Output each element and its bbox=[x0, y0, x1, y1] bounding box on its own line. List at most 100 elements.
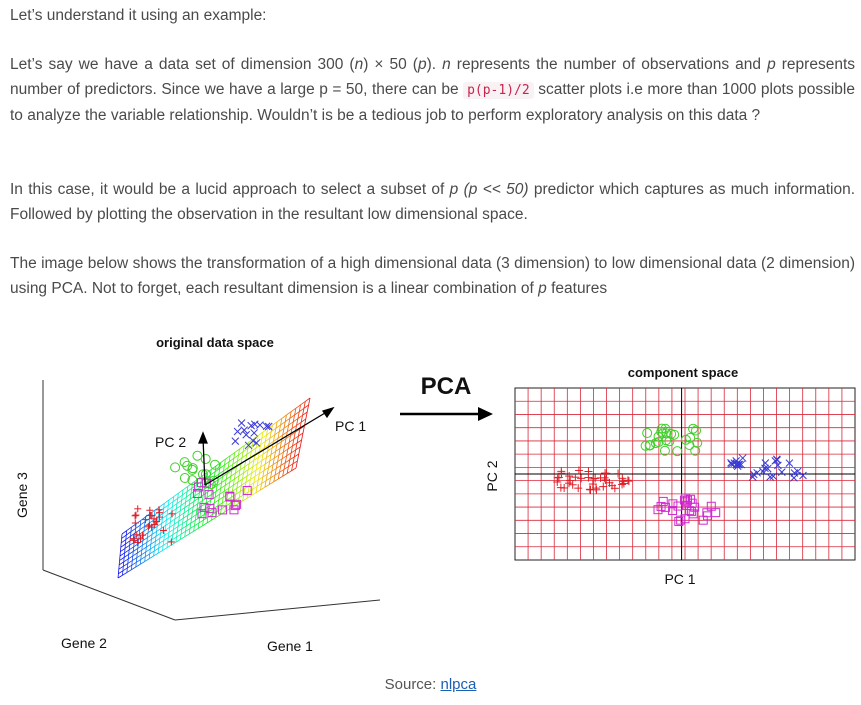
plane-mesh-line bbox=[186, 517, 192, 521]
plane-mesh-line bbox=[156, 527, 162, 532]
plane-mesh-line bbox=[125, 540, 131, 545]
plane-mesh-line bbox=[139, 530, 145, 535]
plane-mesh-line bbox=[287, 428, 293, 433]
plane-mesh-line bbox=[281, 455, 287, 460]
circle-marker bbox=[179, 457, 190, 468]
source-link[interactable]: nlpca bbox=[440, 676, 477, 693]
pca-arrow-label: PCA bbox=[421, 373, 472, 400]
plane-mesh-line bbox=[225, 481, 231, 486]
plane-mesh-line bbox=[296, 439, 302, 444]
square-marker bbox=[682, 495, 692, 505]
plane-mesh-line bbox=[131, 566, 137, 571]
plane-mesh-line bbox=[132, 557, 138, 561]
circle-marker bbox=[669, 429, 680, 440]
left-scatter-points bbox=[129, 419, 273, 546]
plane-mesh-line bbox=[180, 502, 186, 506]
square-marker bbox=[204, 490, 214, 500]
plane-mesh-line bbox=[149, 550, 155, 555]
plane-mesh-line bbox=[289, 438, 295, 443]
gene2-axis-label: Gene 2 bbox=[61, 635, 107, 651]
plane-mesh-line bbox=[273, 437, 279, 442]
plane-mesh-line bbox=[173, 492, 179, 497]
cross-marker bbox=[771, 457, 780, 465]
plane-mesh-line bbox=[276, 418, 283, 423]
plane-mesh-line bbox=[164, 532, 170, 536]
plane-mesh-line bbox=[197, 500, 203, 505]
plane-mesh-line bbox=[242, 497, 248, 502]
plane-mesh-line bbox=[299, 408, 305, 412]
plane-mesh-line bbox=[254, 473, 260, 477]
plane-mesh-line bbox=[240, 488, 246, 492]
intro-text: Let’s understand it using an example: bbox=[10, 7, 267, 24]
plane-mesh-line bbox=[223, 467, 229, 472]
plane-mesh-line bbox=[211, 491, 217, 495]
plane-mesh-line bbox=[181, 525, 187, 530]
plane-mesh-line bbox=[289, 456, 295, 461]
plane-mesh-line bbox=[277, 434, 283, 439]
plane-mesh-line bbox=[120, 539, 127, 544]
plane-mesh-line bbox=[171, 536, 177, 541]
plane-mesh-line bbox=[198, 519, 204, 524]
plane-mesh-line bbox=[258, 453, 264, 458]
plane-mesh-line bbox=[184, 533, 190, 538]
cross-marker bbox=[252, 439, 261, 447]
plane-mesh-line bbox=[233, 481, 239, 486]
plane-mesh-line bbox=[155, 537, 161, 542]
plane-mesh-line bbox=[266, 431, 272, 436]
plane-mesh-line bbox=[226, 469, 233, 474]
plane-mesh-line bbox=[181, 496, 187, 501]
circle-marker bbox=[179, 472, 190, 483]
plane-mesh-line bbox=[139, 526, 145, 531]
pca-figure: original data space component space Gene… bbox=[14, 335, 856, 654]
plane-mesh-line bbox=[119, 552, 125, 557]
plane-mesh-line bbox=[155, 532, 161, 537]
plane-mesh-line bbox=[140, 561, 145, 565]
plane-mesh-line bbox=[230, 472, 236, 477]
plane-mesh-line bbox=[281, 414, 287, 419]
plane-mesh-line bbox=[126, 526, 132, 531]
plane-mesh-line bbox=[287, 445, 293, 450]
plane-mesh-line bbox=[253, 479, 259, 484]
plane-mesh-line bbox=[268, 441, 274, 445]
square-marker bbox=[668, 506, 678, 516]
circle-marker bbox=[644, 440, 655, 451]
plane-mesh-line bbox=[252, 485, 258, 490]
plane-mesh-line bbox=[261, 434, 267, 439]
cross-marker bbox=[240, 426, 249, 434]
cross-marker bbox=[734, 460, 743, 469]
plane-mesh-line bbox=[177, 528, 183, 533]
plane-mesh-line bbox=[278, 451, 284, 456]
cross-marker bbox=[733, 462, 742, 471]
gene1-axis-label: Gene 1 bbox=[267, 638, 313, 654]
plane-mesh-line bbox=[123, 554, 129, 558]
plane-mesh-line bbox=[124, 549, 130, 554]
plane-mesh-line bbox=[192, 503, 198, 508]
plane-mesh-line bbox=[173, 526, 179, 530]
plane-mesh-line bbox=[267, 470, 273, 475]
plane-mesh-line bbox=[270, 451, 276, 455]
right-scatter-points bbox=[553, 423, 807, 526]
plane-mesh-line bbox=[187, 482, 193, 487]
plane-mesh-line bbox=[261, 480, 267, 484]
plane-mesh-line bbox=[158, 545, 164, 549]
circle-marker bbox=[170, 462, 181, 473]
plane-mesh-line bbox=[140, 556, 146, 560]
plane-mesh-line bbox=[288, 463, 294, 467]
plane-mesh-line bbox=[300, 401, 306, 406]
plane-mesh-line bbox=[292, 442, 298, 447]
plane-mesh-line bbox=[272, 421, 278, 426]
circle-marker bbox=[688, 423, 699, 434]
plane-mesh-line bbox=[168, 501, 174, 506]
square-marker bbox=[199, 502, 209, 512]
plane-mesh-line bbox=[123, 558, 129, 563]
plane-mesh-line bbox=[214, 499, 219, 504]
gene3-axis-label: Gene 3 bbox=[14, 472, 30, 518]
plane-mesh-line bbox=[275, 424, 281, 429]
plane-mesh-line bbox=[182, 520, 188, 524]
square-marker bbox=[668, 499, 678, 509]
plane-mesh-line bbox=[262, 450, 268, 455]
plane-mesh-line bbox=[247, 466, 253, 471]
right-panel-title: component space bbox=[628, 365, 739, 380]
plane-mesh-line bbox=[118, 570, 124, 574]
cross-marker bbox=[242, 430, 251, 439]
